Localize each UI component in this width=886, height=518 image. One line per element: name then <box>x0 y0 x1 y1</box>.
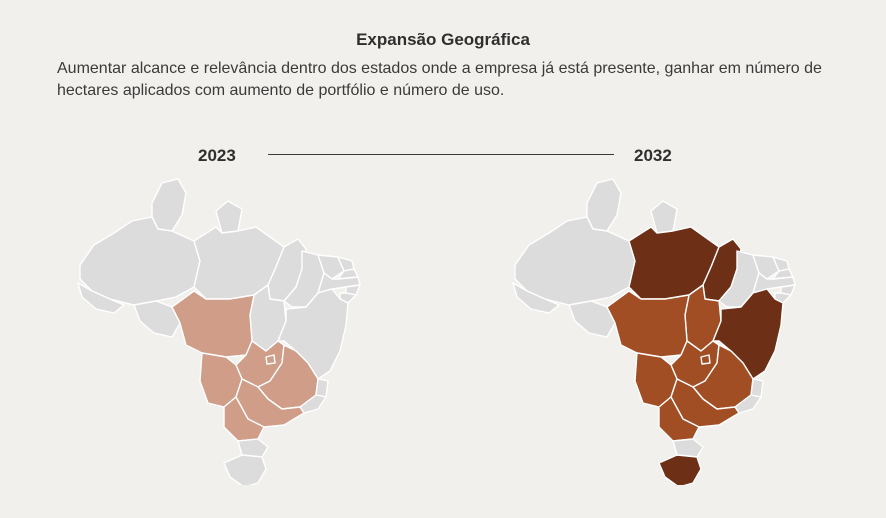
state-ac-2023 <box>77 282 125 314</box>
state-df-2023 <box>265 354 276 365</box>
brazil-map-2023 <box>77 178 361 485</box>
state-es-2032 <box>750 378 764 398</box>
page-title: Expansão Geográfica <box>356 30 530 49</box>
state-ac-2032 <box>512 282 560 314</box>
brazil-map-2032 <box>512 178 796 485</box>
state-ap-2023 <box>215 200 243 234</box>
page-description: Aumentar alcance e relevância dentro dos… <box>57 60 822 99</box>
state-mt-2032 <box>606 290 690 358</box>
state-rs-2023 <box>223 454 267 485</box>
state-ro-2032 <box>568 300 616 338</box>
state-pr-2032 <box>658 396 700 442</box>
state-am-2032 <box>514 216 636 306</box>
state-sc-2032 <box>672 438 704 458</box>
state-ba-2023 <box>277 288 349 380</box>
state-ba-2032 <box>712 288 784 380</box>
timeline-line <box>268 154 614 155</box>
state-ap-2032 <box>650 200 678 234</box>
state-df-2032 <box>700 354 711 365</box>
state-mt-2023 <box>171 290 255 358</box>
state-rr-2032 <box>586 178 622 232</box>
state-am-2023 <box>79 216 201 306</box>
state-pr-2023 <box>223 396 265 442</box>
year-label-start: 2023 <box>198 146 236 165</box>
2032-states <box>512 178 796 485</box>
state-rs-2032 <box>658 454 702 485</box>
state-rr-2023 <box>151 178 187 232</box>
year-label-end: 2032 <box>634 146 672 165</box>
2023-states <box>77 178 361 485</box>
state-es-2023 <box>315 378 329 398</box>
state-sc-2023 <box>237 438 269 458</box>
state-ro-2023 <box>133 300 181 338</box>
